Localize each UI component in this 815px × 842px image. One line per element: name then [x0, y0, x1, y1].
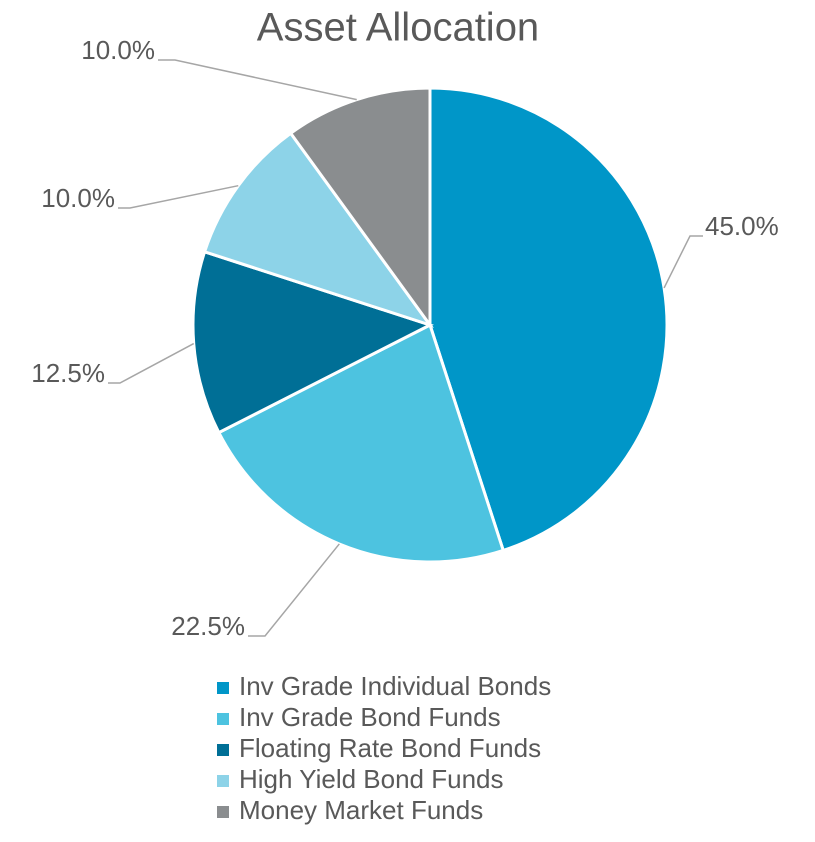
legend-label: High Yield Bond Funds: [239, 764, 504, 794]
leader-line: [248, 543, 340, 637]
legend-label: Money Market Funds: [239, 795, 483, 825]
legend-label: Inv Grade Individual Bonds: [239, 671, 551, 701]
legend-label: Floating Rate Bond Funds: [239, 733, 541, 763]
legend-swatch: [217, 713, 229, 725]
leader-line: [663, 235, 703, 289]
chart-title: Asset Allocation: [257, 6, 539, 50]
pie-slice: [288, 86, 432, 330]
legend-swatch: [217, 806, 229, 818]
pie-slice: [428, 86, 669, 553]
leader-line: [118, 184, 239, 209]
legend-swatch: [217, 682, 229, 694]
pie-slice: [191, 249, 434, 435]
data-label: 10.0%: [81, 35, 155, 65]
leader-line: [158, 59, 357, 101]
legend-swatch: [217, 744, 229, 756]
legend-label: Inv Grade Bond Funds: [239, 702, 501, 732]
data-label: 45.0%: [705, 211, 779, 241]
data-label: 22.5%: [171, 611, 245, 641]
pie-slice: [216, 322, 506, 564]
data-label: 10.0%: [41, 183, 115, 213]
data-label: 12.5%: [31, 358, 105, 388]
legend-swatch: [217, 775, 229, 787]
pie-slice: [202, 131, 434, 328]
leader-line: [108, 342, 195, 384]
